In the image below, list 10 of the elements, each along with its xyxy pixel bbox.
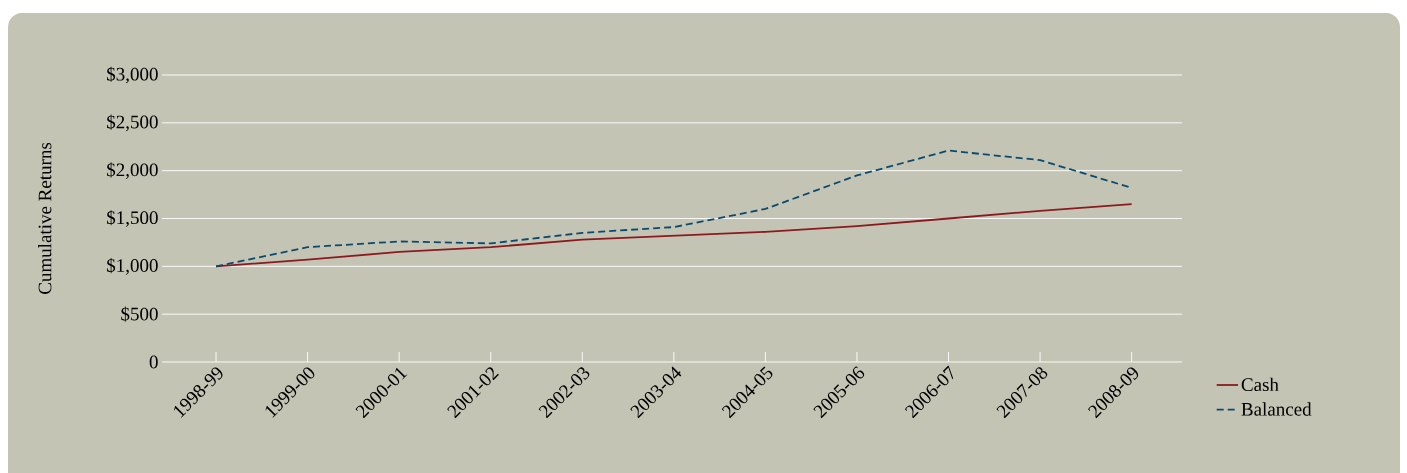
y-tick-label: $3,000 bbox=[107, 66, 158, 84]
y-tick-label: $1,500 bbox=[107, 210, 158, 227]
y-tick-label: $1,000 bbox=[107, 257, 158, 275]
y-axis-title: Cumulative Returns bbox=[38, 142, 52, 294]
y-tick-label: $2,000 bbox=[107, 162, 158, 179]
legend-label: Cash bbox=[1241, 377, 1279, 392]
legend-label: Balanced bbox=[1241, 402, 1312, 416]
y-tick-label: $500 bbox=[121, 306, 158, 322]
y-tick-label: 0 bbox=[149, 355, 158, 369]
y-tick-label: $2,500 bbox=[107, 114, 158, 132]
